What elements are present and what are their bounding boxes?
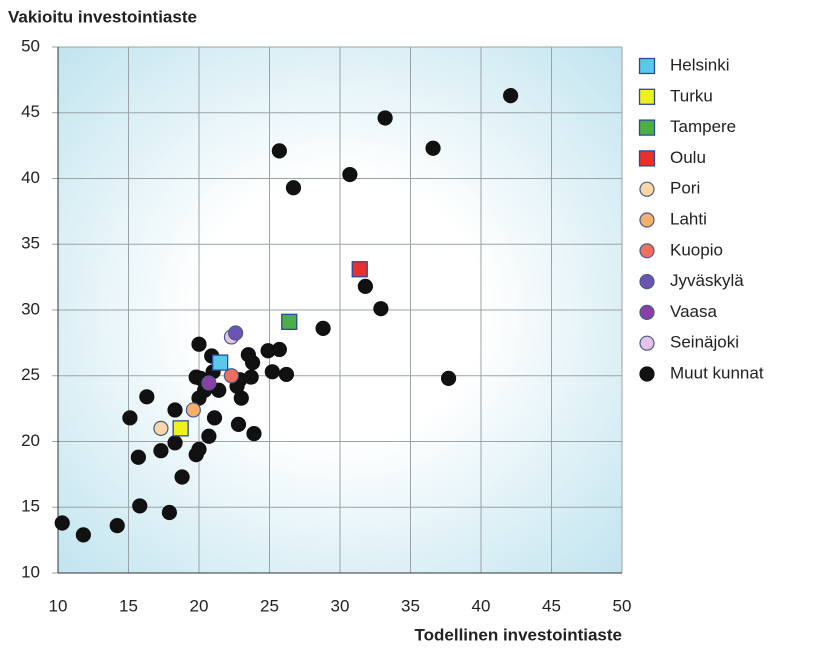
- legend-marker: [639, 212, 655, 228]
- point: [233, 390, 249, 406]
- x-axis-title: Todellinen investointiaste: [415, 625, 623, 644]
- x-tick-label: 50: [613, 596, 632, 615]
- y-tick-label: 15: [21, 497, 40, 516]
- legend-label: Turku: [670, 86, 713, 105]
- legend-label: Oulu: [670, 148, 706, 167]
- point: [281, 313, 298, 330]
- x-tick-label: 20: [190, 596, 209, 615]
- point: [201, 428, 217, 444]
- point: [271, 341, 287, 358]
- legend-label: Helsinki: [670, 55, 730, 74]
- legend-label: Kuopio: [670, 240, 723, 259]
- x-tick-label: 45: [542, 596, 561, 615]
- legend-label: Pori: [670, 179, 700, 198]
- point: [246, 426, 262, 442]
- point: [130, 449, 146, 465]
- x-tick-label: 15: [119, 596, 138, 615]
- point: [153, 443, 169, 459]
- y-tick-label: 20: [21, 431, 40, 450]
- legend-marker: [638, 150, 656, 167]
- point: [377, 110, 393, 126]
- legend-marker: [639, 243, 655, 259]
- point: [373, 301, 389, 317]
- legend-marker: [639, 304, 655, 320]
- legend-marker: [639, 181, 655, 197]
- legend-label: Jyväskylä: [670, 271, 744, 290]
- point: [161, 504, 177, 521]
- y-tick-label: 10: [21, 562, 40, 581]
- point: [315, 320, 331, 337]
- point: [228, 325, 244, 341]
- point: [351, 261, 368, 278]
- legend-marker: [639, 366, 655, 382]
- point: [153, 420, 169, 436]
- legend-marker: [638, 88, 656, 105]
- point: [243, 369, 259, 385]
- point: [357, 278, 373, 294]
- point: [278, 366, 295, 383]
- point: [174, 469, 190, 485]
- point: [271, 143, 287, 159]
- y-tick-label: 45: [21, 102, 40, 121]
- legend-marker: [639, 335, 655, 351]
- y-tick-label: 30: [21, 299, 40, 318]
- point: [191, 441, 207, 457]
- legend-label: Tampere: [670, 117, 736, 136]
- point: [167, 435, 183, 451]
- y-tick-label: 25: [21, 365, 40, 384]
- legend-label: Vaasa: [670, 302, 717, 321]
- y-tick-label: 40: [21, 168, 40, 187]
- x-tick-label: 30: [331, 596, 350, 615]
- x-tick-label: 25: [260, 596, 279, 615]
- y-axis-title: Vakioitu investointiaste: [8, 7, 197, 26]
- legend-label: Muut kunnat: [670, 363, 764, 382]
- legend-marker: [639, 274, 655, 290]
- point: [172, 420, 189, 437]
- point: [440, 370, 457, 386]
- x-tick-label: 10: [49, 596, 68, 615]
- legend-label: Seinäjoki: [670, 333, 739, 352]
- point: [211, 354, 229, 371]
- x-tick-label: 35: [401, 596, 420, 615]
- point: [201, 375, 217, 391]
- legend-label: Lahti: [670, 209, 707, 228]
- point: [109, 518, 125, 534]
- point: [223, 368, 240, 384]
- y-tick-label: 35: [21, 234, 40, 253]
- point: [264, 364, 280, 380]
- point: [342, 166, 358, 183]
- legend-marker: [638, 57, 656, 75]
- y-tick-label: 50: [21, 36, 40, 55]
- point: [122, 410, 138, 426]
- point: [139, 389, 155, 405]
- point: [185, 402, 201, 418]
- legend-marker: [638, 119, 656, 136]
- point: [425, 140, 441, 156]
- point: [206, 410, 223, 426]
- point: [230, 416, 247, 433]
- point: [54, 515, 70, 531]
- point: [285, 180, 302, 196]
- point: [132, 498, 148, 514]
- point: [503, 88, 519, 104]
- point: [240, 347, 256, 363]
- x-tick-label: 40: [472, 596, 491, 615]
- point: [191, 336, 207, 352]
- point: [167, 402, 183, 418]
- point: [75, 527, 91, 543]
